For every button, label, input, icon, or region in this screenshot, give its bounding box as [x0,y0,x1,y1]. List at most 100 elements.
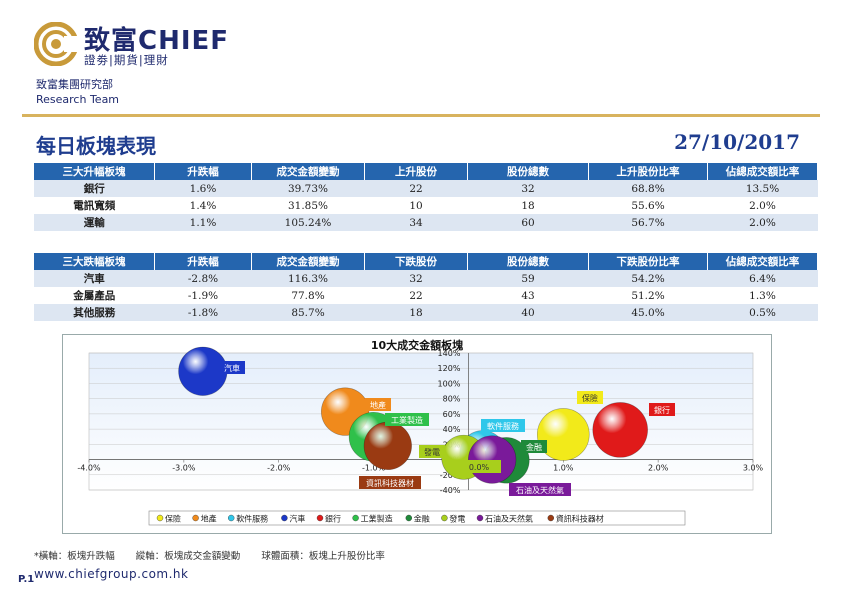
table-cell: 32 [364,270,468,287]
page-number: P.1 [18,574,35,585]
sector-name: 運輸 [34,214,155,231]
table-cell: 68.8% [588,180,708,197]
table-row: 汽車 -2.8% 116.3% 32 59 54.2% 6.4% [34,270,818,287]
y-tick-label: 140% [438,349,461,358]
sector-name: 電訊寬頻 [34,197,155,214]
table-cell: 56.7% [588,214,708,231]
data-label: 保險 [582,393,598,403]
data-label-box [457,460,501,473]
table-cell: 43 [467,287,589,304]
table-cell: 105.24% [251,214,365,231]
table-cell: 39.73% [251,180,365,197]
column-header: 成交金額變動 [251,163,365,180]
table-cell: 34 [364,214,468,231]
x-tick-label: 1.0% [553,464,574,473]
column-header: 佔總成交額比率 [707,253,818,270]
data-label: 軟件服務 [487,421,519,431]
top-losers-table: 三大跌幅板塊 升跌幅 成交金額變動 下跌股份 股份總數 下跌股份比率 佔總成交額… [34,253,818,321]
sector-bubble-chart: 10大成交金額板塊 -40%-20%0%20%40%60%80%100%120%… [62,334,772,534]
legend-marker [476,514,484,522]
data-label: 資訊科技器材 [366,478,414,488]
table-cell: 85.7% [251,304,365,321]
table-cell: -1.8% [154,304,252,321]
data-label: 汽車 [224,363,240,373]
data-label: 地產 [370,400,386,410]
table-row: 銀行 1.6% 39.73% 22 32 68.8% 13.5% [34,180,818,197]
column-header: 佔總成交額比率 [707,163,818,180]
legend-marker [192,514,199,522]
brand-tagline: 證劵|期貨|理財 [84,53,169,67]
table-cell: 1.4% [154,197,252,214]
data-label-box [385,413,429,426]
department-en: Research Team [36,93,120,106]
y-tick-label: -20% [440,471,461,480]
column-header: 上升股份比率 [588,163,708,180]
data-label: 0.0% [469,463,490,472]
y-tick-label: -40% [440,486,461,495]
legend-marker [405,514,412,522]
legend-marker [352,514,359,522]
data-label-box [365,398,391,411]
data-label: 石油及天然氣 [516,485,564,495]
table-cell: 1.6% [154,180,252,197]
bubble [363,421,412,470]
y-tick-label: 80% [443,395,461,404]
table-cell: 51.2% [588,287,708,304]
table-cell: 6.4% [707,270,818,287]
website-link[interactable]: www.chiefgroup.com.hk [34,567,189,581]
legend-label: 金融 [414,514,430,524]
brand-cn: 致富 [84,26,139,56]
page-title: 每日板塊表現 [36,134,156,158]
y-tick-label: 60% [443,410,461,419]
table-cell: 77.8% [251,287,365,304]
column-header: 上升股份 [364,163,468,180]
report-date: 27/10/2017 [674,130,800,154]
table-cell: -2.8% [154,270,252,287]
chart-title: 10大成交金額板塊 [370,339,464,352]
top-gainers-table: 三大升幅板塊 升跌幅 成交金額變動 上升股份 股份總數 上升股份比率 佔總成交額… [34,163,818,231]
legend-label: 工業製造 [361,514,393,524]
table-cell: 0.5% [707,304,818,321]
x-axis-note: *橫軸：板塊升跌幅 [34,551,115,562]
x-tick-label: 2.0% [648,464,669,473]
table-cell: 13.5% [707,180,818,197]
data-label: 銀行 [654,405,670,415]
table-cell: 31.85% [251,197,365,214]
legend-label: 保險 [165,514,181,524]
column-header: 升跌幅 [154,163,252,180]
data-label: 金融 [526,442,542,452]
legend-marker [316,514,324,522]
column-header: 下跌股份比率 [588,253,708,270]
legend-label: 資訊科技器材 [556,514,604,524]
column-header: 三大跌幅板塊 [34,253,155,270]
column-header: 股份總數 [467,163,589,180]
legend-label: 銀行 [325,514,341,524]
table-cell: 59 [467,270,589,287]
data-label: 發電 [424,448,440,457]
table-cell: 10 [364,197,468,214]
bubble [592,402,648,458]
table-cell: 1.3% [707,287,818,304]
column-header: 升跌幅 [154,253,252,270]
y-tick-label: 100% [438,379,461,388]
table-cell: 60 [467,214,589,231]
table-cell: 116.3% [251,270,365,287]
bubble [537,408,590,461]
legend-label: 石油及天然氣 [485,514,533,524]
table-cell: 32 [467,180,589,197]
column-header: 成交金額變動 [251,253,365,270]
legend-marker [227,514,235,522]
table-header-row: 三大升幅板塊 升跌幅 成交金額變動 上升股份 股份總數 上升股份比率 佔總成交額… [34,163,818,180]
x-tick-label: -4.0% [77,464,101,473]
column-header: 股份總數 [467,253,589,270]
table-cell: 55.6% [588,197,708,214]
header-divider [22,114,820,117]
department: 致富集團研究部 Research Team [36,77,119,107]
column-header: 三大升幅板塊 [34,163,155,180]
data-label-box [219,361,245,374]
y-tick-label: 120% [438,364,461,373]
data-label-box [481,419,525,432]
chart-plot-area: -40%-20%0%20%40%60%80%100%120%140%-4.0%-… [77,346,764,526]
table-row: 其他服務 -1.8% 85.7% 18 40 45.0% 0.5% [34,304,818,321]
y-axis-note: 縱軸：板塊成交金額變動 [135,551,241,562]
